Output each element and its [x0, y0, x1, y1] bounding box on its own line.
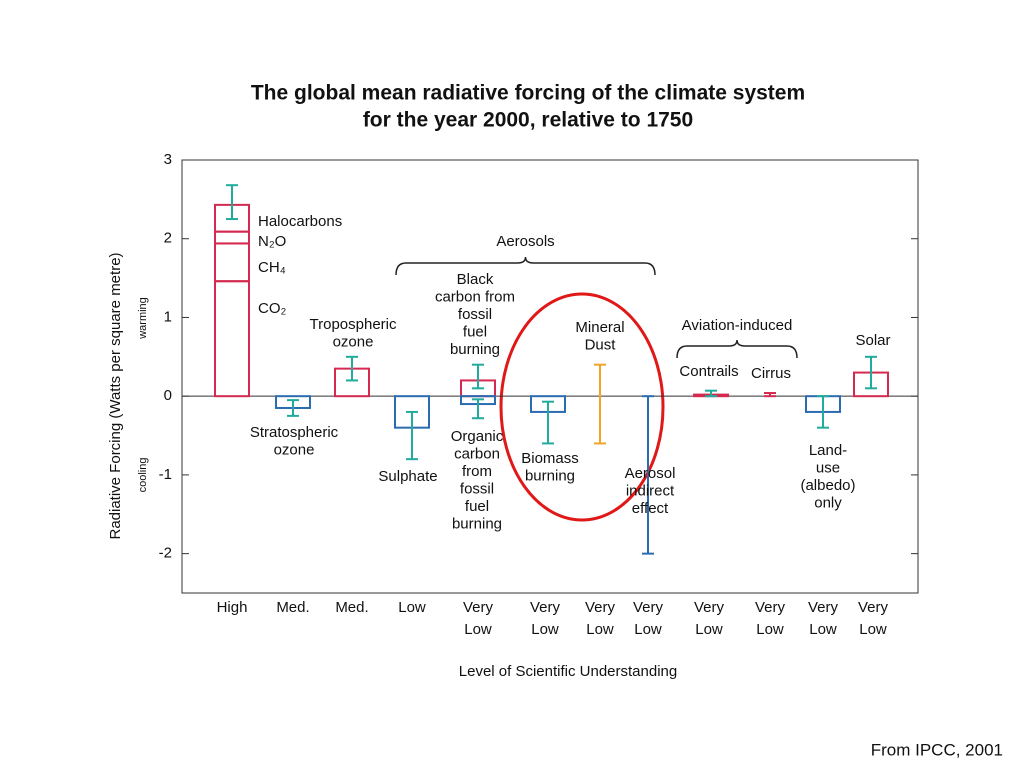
understanding-label: Low: [531, 621, 559, 638]
understanding-label: Very: [755, 599, 786, 616]
bar-label: fuel: [463, 323, 487, 340]
bar-label: fossil: [458, 306, 492, 323]
group-brace: [676, 339, 798, 359]
segment-label: CH₄: [258, 259, 286, 276]
bar-label: Stratospheric: [250, 424, 339, 441]
bar-label: Solar: [855, 332, 890, 349]
y-tick-label: 3: [164, 151, 172, 168]
bar-segment: [214, 280, 250, 398]
understanding-label: Low: [695, 621, 723, 638]
bar-label: effect: [632, 500, 669, 517]
y-tick-label: 0: [164, 387, 172, 404]
source: From IPCC, 2001: [871, 740, 1003, 759]
segment-label: N₂O: [258, 233, 286, 250]
understanding-label: Med.: [335, 599, 368, 616]
bar-label: carbon from: [435, 288, 515, 305]
group-label: Aerosols: [496, 233, 554, 250]
x-axis-label: Level of Scientific Understanding: [459, 663, 677, 680]
group-brace: [395, 256, 656, 276]
y-tick-label: 2: [164, 230, 172, 247]
segment-label: Halocarbons: [258, 213, 342, 230]
bar-segment: [214, 230, 250, 245]
chart-title: The global mean radiative forcing of the…: [251, 82, 805, 105]
bar-label: Sulphate: [378, 468, 437, 485]
bar-label: Biomass: [521, 450, 579, 467]
warming-label: warming: [137, 297, 149, 340]
understanding-label: Low: [464, 621, 492, 638]
understanding-label: Low: [634, 621, 662, 638]
bar-label: burning: [450, 341, 500, 358]
understanding-label: Low: [756, 621, 784, 638]
bar-label: Cirrus: [751, 365, 791, 382]
y-axis-label: Radiative Forcing (Watts per square metr…: [107, 252, 124, 539]
bar-label: use: [816, 459, 840, 476]
highlight-ellipse: [499, 292, 665, 522]
understanding-label: Very: [530, 599, 561, 616]
bar-label: ozone: [333, 333, 374, 350]
bar-label: fossil: [460, 480, 494, 497]
understanding-label: Very: [633, 599, 664, 616]
bar-label: Land-: [809, 442, 847, 459]
understanding-label: Very: [585, 599, 616, 616]
bar-label: only: [814, 494, 842, 511]
bar-segment: [214, 242, 250, 283]
understanding-label: Low: [398, 599, 426, 616]
bar-label: Black: [457, 271, 494, 288]
bar-label: burning: [525, 467, 575, 484]
group-label: Aviation-induced: [682, 317, 793, 334]
bar-label: from: [462, 463, 492, 480]
understanding-label: High: [217, 599, 248, 616]
bar-label: Organic: [451, 428, 504, 445]
bar-label: (albedo): [800, 477, 855, 494]
understanding-label: Med.: [276, 599, 309, 616]
understanding-label: Low: [586, 621, 614, 638]
bar-label: indirect: [626, 482, 675, 499]
plot-frame: [181, 159, 919, 594]
bar-label: burning: [452, 515, 502, 532]
bar-label: Contrails: [679, 363, 738, 380]
cooling-label: cooling: [137, 458, 149, 493]
bar-label: Aerosol: [625, 465, 676, 482]
understanding-label: Low: [859, 621, 887, 638]
bar-label: Mineral: [575, 319, 624, 336]
understanding-label: Very: [463, 599, 494, 616]
understanding-label: Very: [808, 599, 839, 616]
y-tick-label: -2: [159, 545, 172, 562]
bar-label: ozone: [274, 441, 315, 458]
bar-label: Tropospheric: [310, 316, 397, 333]
bar-label: Dust: [585, 336, 617, 353]
bar-label: fuel: [465, 498, 489, 515]
segment-label: CO₂: [258, 300, 287, 317]
bar-label: carbon: [454, 445, 500, 462]
y-tick-label: -1: [159, 466, 172, 483]
y-tick-label: 1: [164, 308, 172, 325]
understanding-label: Very: [858, 599, 889, 616]
understanding-label: Low: [809, 621, 837, 638]
understanding-label: Very: [694, 599, 725, 616]
chart-title: for the year 2000, relative to 1750: [363, 109, 693, 132]
